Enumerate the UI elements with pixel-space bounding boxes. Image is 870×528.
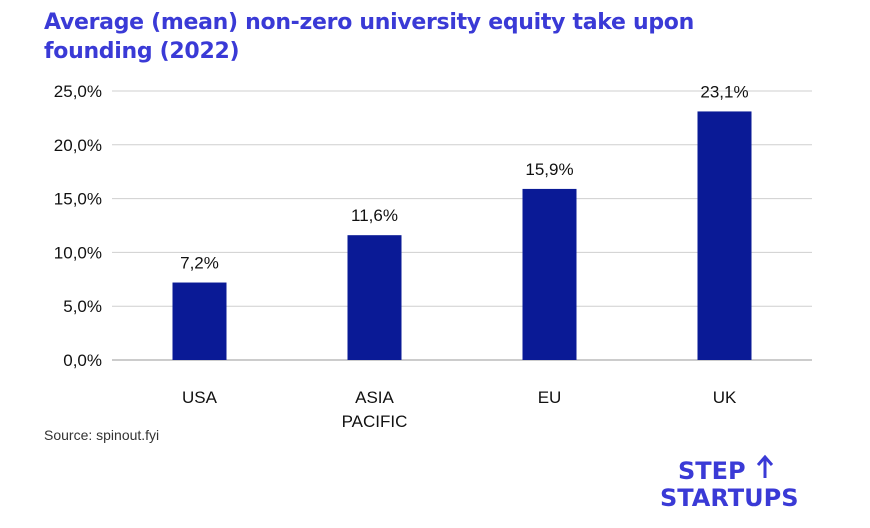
bar: [522, 188, 577, 360]
chart-title: Average (mean) non-zero university equit…: [44, 10, 694, 64]
y-tick-label: 5,0%: [63, 297, 102, 316]
arrow-up-icon: [756, 454, 774, 478]
y-tick-label: 15,0%: [54, 190, 102, 209]
x-tick-label: USA: [182, 388, 218, 407]
y-tick-label: 10,0%: [54, 243, 102, 262]
logo-line-2: STARTUPS: [660, 484, 799, 512]
y-tick-label: 20,0%: [54, 136, 102, 155]
bar: [697, 111, 752, 360]
step-startups-logo: STEP STARTUPS: [660, 454, 799, 512]
bar-chart: 0,0% 5,0% 10,0% 15,0% 20,0% 25,0% 7,2% USA 11,6%…: [54, 82, 812, 431]
source-note: Source: spinout.fyi: [44, 427, 160, 443]
x-tick-label: ASIA: [355, 388, 394, 407]
x-tick-label: UK: [713, 388, 737, 407]
data-label: 15,9%: [525, 160, 573, 179]
x-tick-label: EU: [538, 388, 562, 407]
bar: [347, 235, 402, 360]
logo-line-1: STEP: [678, 457, 746, 485]
data-label: 7,2%: [180, 254, 219, 273]
data-label: 23,1%: [700, 82, 748, 101]
y-tick-label: 25,0%: [54, 82, 102, 101]
data-label: 11,6%: [351, 206, 398, 225]
y-tick-label: 0,0%: [63, 351, 102, 370]
x-tick-label: PACIFIC: [342, 412, 408, 431]
bar: [172, 282, 227, 360]
